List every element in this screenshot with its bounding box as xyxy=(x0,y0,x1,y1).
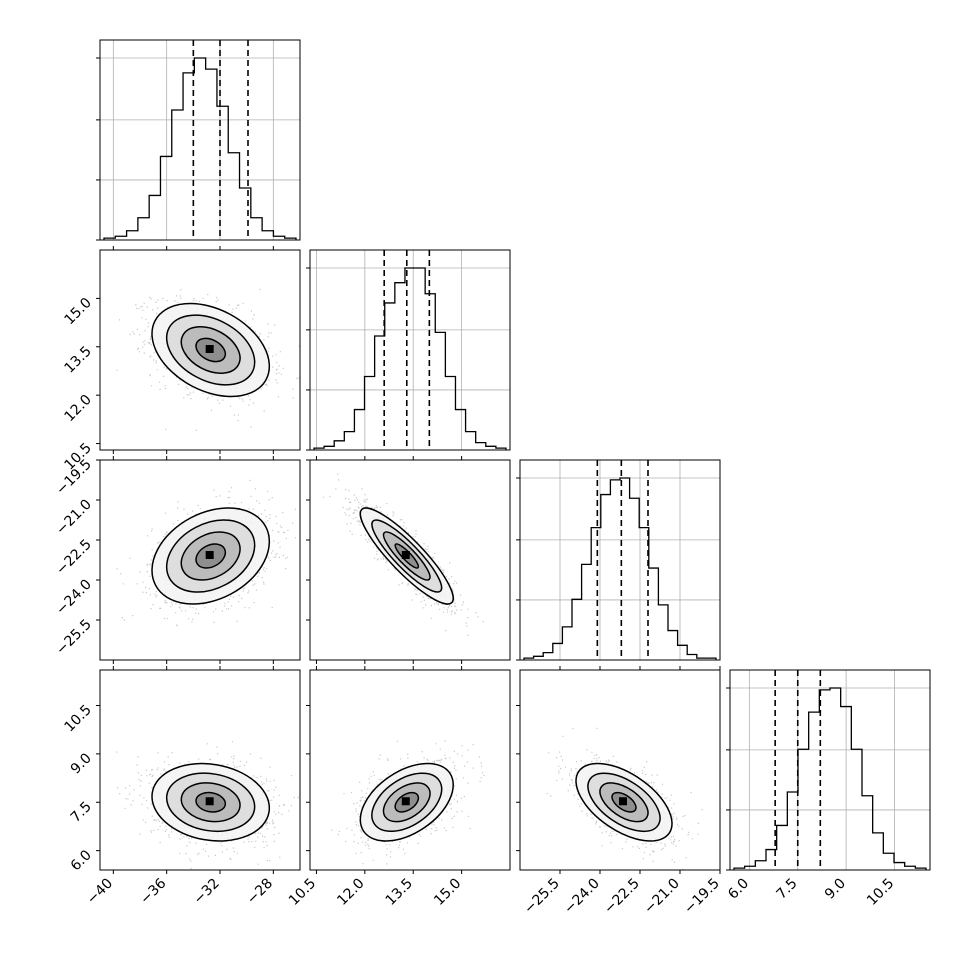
x-tick-label: −36 xyxy=(137,875,169,907)
histogram-panel-3 xyxy=(726,669,931,871)
x-tick-label: 13.5 xyxy=(383,876,416,909)
x-tick-label: 12.0 xyxy=(334,876,367,909)
contour-line xyxy=(165,772,256,833)
scatter-panel-3-1 xyxy=(306,666,511,874)
contour-line xyxy=(599,782,649,823)
panel-content xyxy=(546,727,703,870)
contour-line xyxy=(382,782,431,823)
y-tick-label: 13.5 xyxy=(61,343,94,376)
y-tick-label: −21.0 xyxy=(53,497,95,539)
y-tick-label: 6.0 xyxy=(68,847,95,874)
contour-line xyxy=(371,519,443,593)
x-tick-label: −40 xyxy=(84,876,116,908)
histogram-panel-0 xyxy=(96,39,301,241)
panel-frame xyxy=(309,459,511,661)
y-tick-label: 7.5 xyxy=(68,799,95,826)
panel-frame xyxy=(519,669,721,871)
histogram-bars xyxy=(733,687,927,870)
x-tick-label: 9.0 xyxy=(822,876,849,903)
y-tick-label: 10.5 xyxy=(61,702,94,735)
x-tick-label: 15.0 xyxy=(431,876,464,909)
contour-line xyxy=(371,772,443,833)
x-tick-label: 7.5 xyxy=(774,876,801,903)
panel-frame xyxy=(729,669,931,871)
histogram-bars xyxy=(313,267,507,450)
contour-line xyxy=(611,791,637,813)
x-tick-label: −24.0 xyxy=(561,876,603,918)
y-tick-label: 15.0 xyxy=(61,295,94,328)
density-peak xyxy=(205,345,214,353)
density-peak xyxy=(205,551,214,559)
contour-line xyxy=(180,531,241,581)
y-tick-label: −22.5 xyxy=(53,537,95,579)
contour-line xyxy=(195,337,227,363)
scatter-panel-1-0 xyxy=(96,246,301,454)
panel-frame xyxy=(99,249,301,451)
contour-line xyxy=(180,782,241,823)
panel-content xyxy=(116,479,300,627)
contour-line xyxy=(575,762,673,842)
density-peak xyxy=(619,797,627,806)
panel-content xyxy=(331,740,485,865)
scatter-panel-2-1 xyxy=(306,456,511,664)
x-tick-label: 10.5 xyxy=(864,876,897,909)
y-tick-label: 9.0 xyxy=(68,750,95,777)
contour-line xyxy=(359,507,454,605)
contour-line xyxy=(151,762,271,842)
scatter-panel-3-0 xyxy=(96,666,301,874)
panel-content xyxy=(322,473,484,636)
y-tick-label: 12.0 xyxy=(61,392,94,425)
x-tick-label: −25.5 xyxy=(521,876,563,918)
panel-frame xyxy=(309,249,511,451)
x-tick-label: −21.0 xyxy=(641,876,683,918)
contour-line xyxy=(165,314,256,386)
scatter-points xyxy=(546,727,703,870)
histogram-bars xyxy=(523,477,717,660)
x-tick-label: −32 xyxy=(191,876,223,908)
histogram-panel-2 xyxy=(516,459,721,661)
contour-line xyxy=(195,791,227,813)
contour-line xyxy=(359,762,454,842)
density-peak xyxy=(401,551,410,559)
panel-frame xyxy=(309,669,511,871)
panel-frame xyxy=(99,459,301,661)
x-tick-label: −19.5 xyxy=(681,876,723,918)
y-tick-label: −25.5 xyxy=(53,617,95,659)
panel-frame xyxy=(99,669,301,871)
x-tick-label: −22.5 xyxy=(601,876,643,918)
scatter-panel-3-2 xyxy=(516,666,721,874)
y-tick-label: −24.0 xyxy=(53,577,95,619)
panel-content xyxy=(116,741,299,870)
contour-line xyxy=(394,543,420,569)
contour-line xyxy=(165,519,256,593)
contour-line xyxy=(180,326,241,374)
panel-frame xyxy=(519,459,721,661)
contour-line xyxy=(151,507,271,605)
density-peak xyxy=(401,797,410,806)
histogram-bars xyxy=(103,57,297,240)
scatter-panel-2-0 xyxy=(96,456,301,664)
x-tick-label: −28 xyxy=(244,876,276,908)
x-tick-label: 10.5 xyxy=(286,876,319,909)
contour-line xyxy=(382,531,431,581)
histogram-panel-1 xyxy=(306,249,511,451)
contour-line xyxy=(195,543,227,569)
contour-line xyxy=(587,772,661,833)
x-tick-label: 6.0 xyxy=(725,876,752,903)
contour-line xyxy=(151,302,271,398)
contour-line xyxy=(394,791,420,813)
density-peak xyxy=(205,797,214,806)
panel-frame xyxy=(99,39,301,241)
panel-content xyxy=(116,288,300,431)
